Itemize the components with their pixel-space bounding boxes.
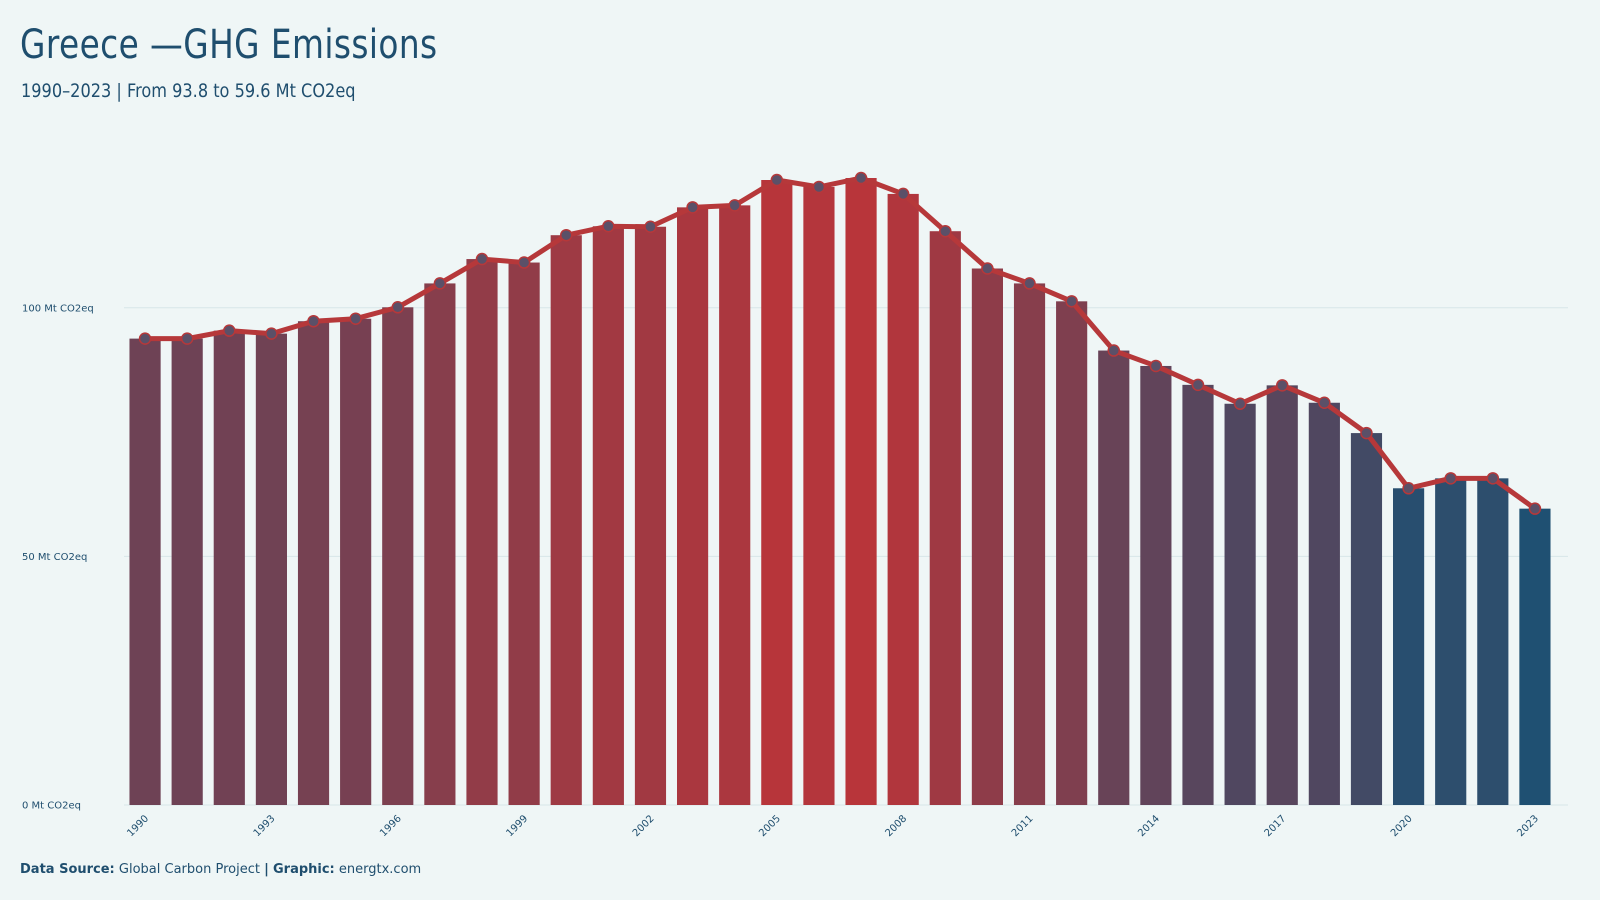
markers <box>138 171 1542 515</box>
marker-1995 <box>349 312 362 325</box>
marker-2007 <box>854 171 868 185</box>
y-tick-label: 0 Mt CO2eq <box>22 801 81 812</box>
marker-2012 <box>1065 295 1078 308</box>
footer: Data Source: Global Carbon Project | Gra… <box>20 862 421 877</box>
bar-2017 <box>1266 385 1298 805</box>
y-tick-label: 100 Mt CO2eq <box>22 303 94 314</box>
bars <box>129 178 1551 806</box>
chart-title: Greece —GHG Emissions <box>20 22 438 68</box>
bar-1993 <box>255 333 287 805</box>
bar-2022 <box>1477 478 1509 805</box>
marker-1991 <box>180 332 194 345</box>
marker-1990 <box>138 332 152 345</box>
x-tick-label: 1990 <box>125 813 151 839</box>
marker-2015 <box>1191 378 1205 392</box>
x-tick-label: 2005 <box>757 813 783 839</box>
graphic-label: Graphic: <box>272 862 335 877</box>
bar-2005 <box>761 180 793 805</box>
bar-2021 <box>1435 478 1467 805</box>
marker-2016 <box>1233 397 1247 410</box>
bar-2016 <box>1224 403 1256 805</box>
trend-line <box>142 175 1538 512</box>
bar-2018 <box>1308 402 1340 805</box>
bar-2002 <box>634 226 667 805</box>
marker-2000 <box>559 228 573 242</box>
x-tick-label: 1993 <box>252 813 278 839</box>
x-tick-label: 2008 <box>884 813 910 839</box>
marker-1993 <box>265 327 278 340</box>
marker-2023 <box>1528 502 1542 515</box>
marker-2014 <box>1149 359 1163 373</box>
bar-2001 <box>592 226 624 806</box>
x-tick-label: 2002 <box>631 813 657 839</box>
x-tick-label: 2023 <box>1515 813 1541 839</box>
bar-1996 <box>382 307 414 805</box>
marker-2020 <box>1402 482 1415 495</box>
bar-1999 <box>508 262 540 805</box>
x-axis: 1990 1993 1996 1999 2002 2005 2008 2011 2014 2017… <box>125 813 1541 839</box>
bar-2004 <box>719 205 751 805</box>
y-axis: 0 Mt CO2eq 50 Mt CO2eq 100 Mt CO2eq <box>22 303 94 811</box>
bar-2008 <box>887 193 919 805</box>
bar-1998 <box>466 259 498 806</box>
marker-2002 <box>644 220 657 233</box>
bar-2012 <box>1056 301 1088 805</box>
bar-2019 <box>1350 433 1383 805</box>
bar-1997 <box>424 283 456 805</box>
marker-1992 <box>223 324 236 337</box>
marker-1996 <box>391 301 405 314</box>
bar-2003 <box>677 207 709 805</box>
graphic-value: energtx.com <box>338 862 422 877</box>
emissions-line <box>142 175 1538 512</box>
marker-2003 <box>686 201 699 214</box>
marker-2004 <box>728 199 741 212</box>
bar-1991 <box>171 338 203 805</box>
marker-1998 <box>475 252 489 266</box>
bar-2007 <box>845 178 877 806</box>
x-tick-label: 1999 <box>504 813 530 839</box>
bar-2013 <box>1098 350 1130 805</box>
bar-1994 <box>297 321 330 805</box>
marker-2005 <box>770 173 784 187</box>
marker-1997 <box>433 277 447 290</box>
bar-2015 <box>1182 384 1214 805</box>
x-tick-label: 2017 <box>1263 813 1289 839</box>
marker-1999 <box>517 256 531 269</box>
x-tick-label: 2011 <box>1010 813 1036 839</box>
bar-1992 <box>213 330 245 805</box>
marker-2006 <box>812 180 826 194</box>
marker-1994 <box>307 314 320 328</box>
x-tick-label: 2020 <box>1389 813 1415 839</box>
marker-2018 <box>1318 396 1331 410</box>
bar-2011 <box>1013 283 1046 805</box>
y-tick-label: 50 Mt CO2eq <box>22 552 87 563</box>
marker-2011 <box>1023 277 1036 290</box>
chart-subtitle: 1990–2023 | From 93.8 to 59.6 Mt CO2eq <box>21 80 356 102</box>
marker-2013 <box>1107 344 1121 357</box>
marker-2017 <box>1275 379 1289 392</box>
bar-2009 <box>929 231 961 806</box>
bar-2020 <box>1393 488 1425 805</box>
bar-2014 <box>1140 365 1172 805</box>
marker-2009 <box>939 224 952 238</box>
x-tick-label: 2014 <box>1136 813 1162 839</box>
bar-1990 <box>129 338 161 805</box>
bar-2000 <box>550 235 582 806</box>
bar-1995 <box>340 318 372 805</box>
bar-2006 <box>803 186 835 806</box>
bar-2010 <box>971 268 1003 805</box>
source-label: Data Source: <box>20 862 115 877</box>
marker-2010 <box>981 262 994 275</box>
marker-2022 <box>1486 472 1500 485</box>
source-value: Global Carbon Project <box>118 862 260 877</box>
bar-2023 <box>1519 508 1551 805</box>
x-tick-label: 1996 <box>378 813 404 839</box>
marker-2019 <box>1360 426 1373 440</box>
marker-2021 <box>1444 472 1457 485</box>
marker-2001 <box>602 219 615 233</box>
footer-separator: | <box>264 862 269 877</box>
marker-2008 <box>896 187 910 201</box>
